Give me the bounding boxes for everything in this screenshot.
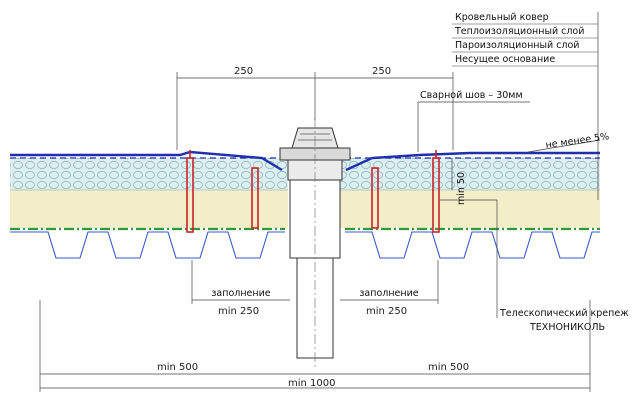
legend-item-vapor-barrier: Пароизоляционный слой	[455, 40, 579, 51]
label-fill-left: заполнение	[211, 288, 270, 299]
dim-bottom-right: min 500	[428, 362, 469, 373]
dim-top-right: 250	[372, 66, 391, 77]
label-slope: не менее 5%	[545, 131, 610, 151]
dim-bottom-left: min 500	[157, 362, 198, 373]
roof-drain-funnel	[279, 118, 351, 368]
label-fill-right: заполнение	[359, 288, 418, 299]
telescopic-fasteners	[186, 150, 440, 233]
dim-overall: min 1000	[288, 378, 336, 389]
label-fastener-line1: Телескопический крепеж	[499, 308, 629, 319]
label-fastener-line2: ТЕХНОНИКОЛЬ	[529, 322, 605, 333]
dim-mid-right: min 250	[366, 306, 407, 317]
profiled-deck	[10, 231, 600, 259]
legend-item-thermal-insulation: Теплоизоляционный слой	[454, 26, 584, 37]
legend-item-load-bearing-base: Несущее основание	[455, 54, 555, 65]
label-weld-seam: Сварной шов – 30мм	[420, 90, 523, 101]
dim-mid-left: min 250	[218, 306, 259, 317]
dimension-lines	[39, 12, 601, 392]
insulation-upper-layer	[10, 158, 600, 190]
dim-top-left: 250	[234, 66, 253, 77]
legend-box	[452, 23, 598, 67]
insulation-lower-layer	[10, 189, 600, 228]
legend-item-roof-covering: Кровельный ковер	[455, 12, 549, 23]
label-min50: min 50	[456, 172, 467, 205]
